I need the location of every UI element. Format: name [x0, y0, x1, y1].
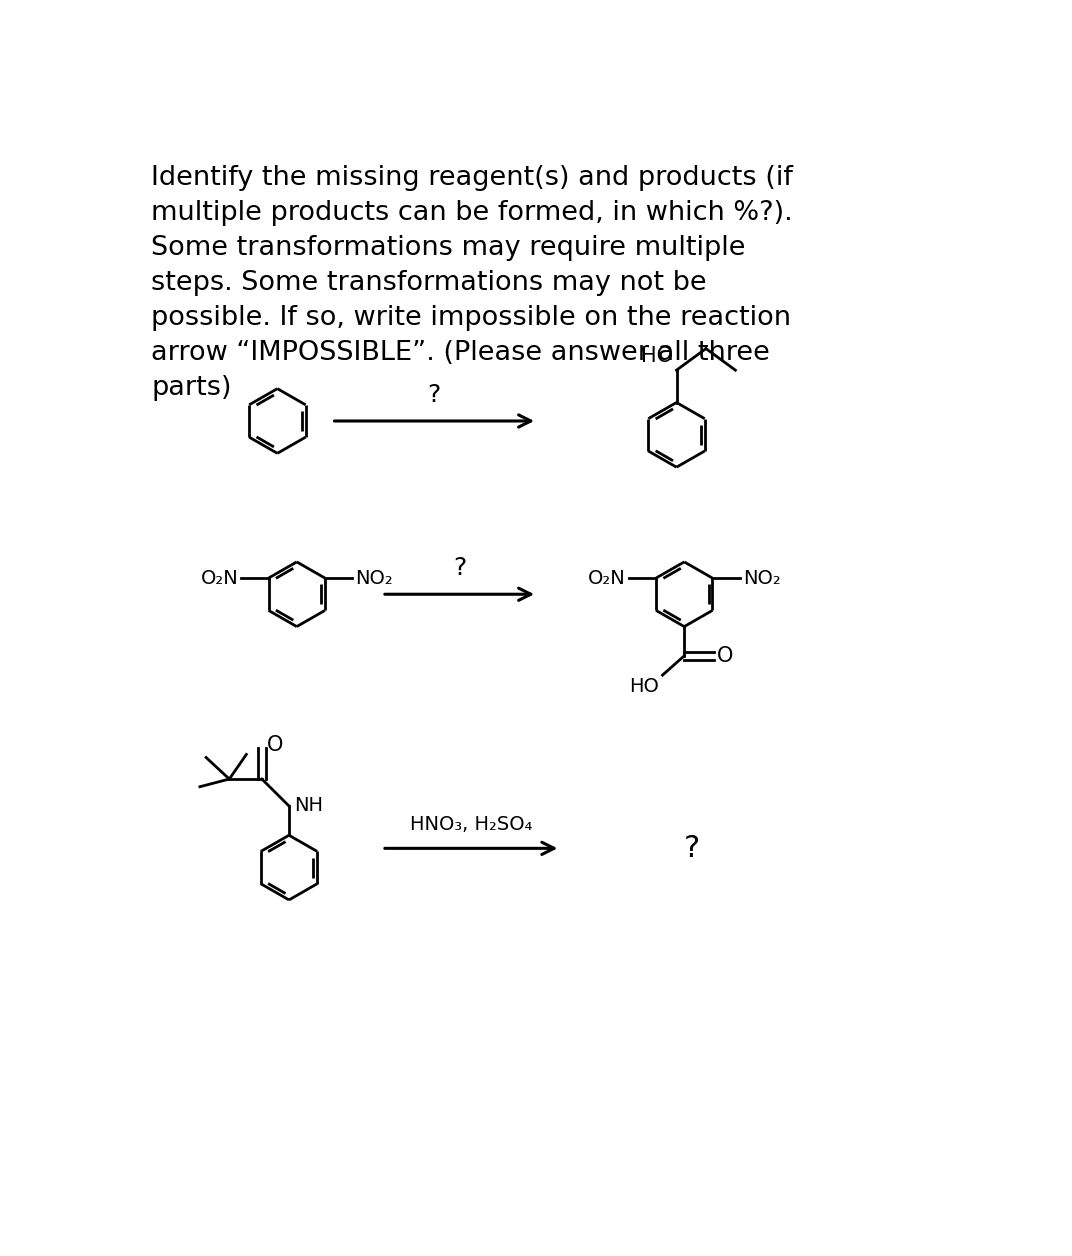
Text: ?: ? — [452, 556, 466, 580]
Text: O₂N: O₂N — [200, 569, 238, 588]
Text: ?: ? — [428, 383, 441, 407]
Text: NH: NH — [294, 796, 323, 815]
Text: O: O — [717, 646, 733, 666]
Text: Identify the missing reagent(s) and products (if
multiple products can be formed: Identify the missing reagent(s) and prod… — [151, 165, 793, 401]
Text: ?: ? — [684, 834, 700, 863]
Text: HO: HO — [641, 347, 672, 367]
Text: NO₂: NO₂ — [355, 569, 393, 588]
Text: O: O — [267, 735, 283, 755]
Text: O₂N: O₂N — [589, 569, 626, 588]
Text: NO₂: NO₂ — [743, 569, 780, 588]
Text: HO: HO — [629, 677, 659, 696]
Text: HNO₃, H₂SO₄: HNO₃, H₂SO₄ — [410, 815, 533, 834]
